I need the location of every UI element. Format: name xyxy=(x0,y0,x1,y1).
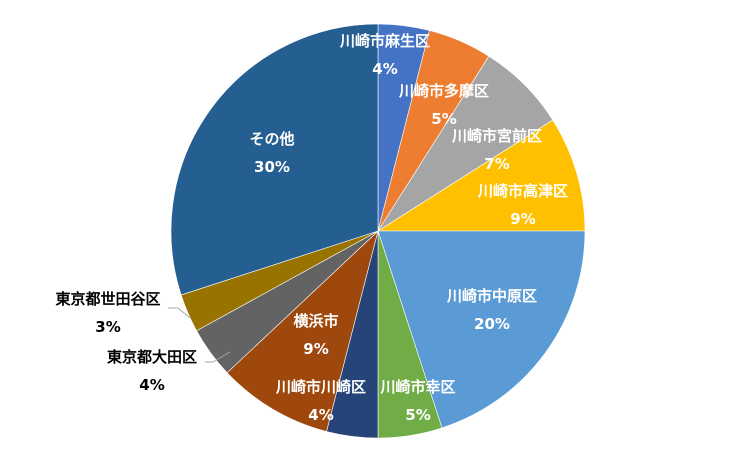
slice-percent-label: 30% xyxy=(254,158,290,176)
leader-line-9 xyxy=(168,307,191,319)
slice-percent-label: 5% xyxy=(405,406,430,424)
slice-percent-label: 4% xyxy=(139,376,164,394)
slice-category-label: その他 xyxy=(249,130,294,148)
slice-category-label: 川崎市中原区 xyxy=(446,287,537,305)
slice-category-label: 東京都世田谷区 xyxy=(55,290,160,308)
leader-line-8 xyxy=(205,351,231,363)
slice-percent-label: 3% xyxy=(95,318,120,336)
slice-percent-label: 4% xyxy=(372,60,397,78)
slice-labels: 川崎市麻生区 4%川崎市多摩区 5%川崎市宮前区 7%川崎市高津区 9%川崎市中原区 20… xyxy=(55,32,568,424)
slice-label-6: 川崎市川崎区 4% xyxy=(275,378,366,424)
slice-label-4: 川崎市中原区 20% xyxy=(446,287,537,333)
slice-category-label: 川崎市川崎区 xyxy=(275,378,366,396)
slice-label-2: 川崎市宮前区 7% xyxy=(451,127,542,173)
slice-category-label: 横浜市 xyxy=(293,312,338,330)
pie-slice-4 xyxy=(377,230,586,429)
slice-category-label: 川崎市麻生区 xyxy=(339,32,430,50)
pie-slices xyxy=(170,23,586,439)
slice-label-8: 東京都大田区 4% xyxy=(107,348,197,394)
pie-slice-7 xyxy=(226,230,379,432)
slice-percent-label: 7% xyxy=(484,155,509,173)
slice-label-0: 川崎市麻生区 4% xyxy=(339,32,430,78)
slice-label-7: 横浜市 9% xyxy=(293,312,338,358)
slice-label-10: その他 30% xyxy=(249,130,294,176)
slice-percent-label: 5% xyxy=(431,110,456,128)
pie-slice-3 xyxy=(376,119,586,232)
slice-label-9: 東京都世田谷区 3% xyxy=(55,290,160,336)
slice-percent-label: 9% xyxy=(510,210,535,228)
slice-percent-label: 20% xyxy=(474,315,510,333)
slice-category-label: 川崎市幸区 xyxy=(379,378,455,396)
slice-label-5: 川崎市幸区 5% xyxy=(379,378,455,424)
slice-percent-label: 4% xyxy=(308,406,333,424)
slice-label-1: 川崎市多摩区 5% xyxy=(398,82,489,128)
leader-lines xyxy=(168,307,231,363)
slice-category-label: 川崎市高津区 xyxy=(477,182,568,200)
slice-percent-label: 9% xyxy=(303,340,328,358)
slice-category-label: 川崎市宮前区 xyxy=(451,127,542,145)
slice-category-label: 東京都大田区 xyxy=(107,348,197,366)
slice-category-label: 川崎市多摩区 xyxy=(398,82,489,100)
slice-label-3: 川崎市高津区 9% xyxy=(477,182,568,228)
pie-slice-10 xyxy=(170,23,379,296)
